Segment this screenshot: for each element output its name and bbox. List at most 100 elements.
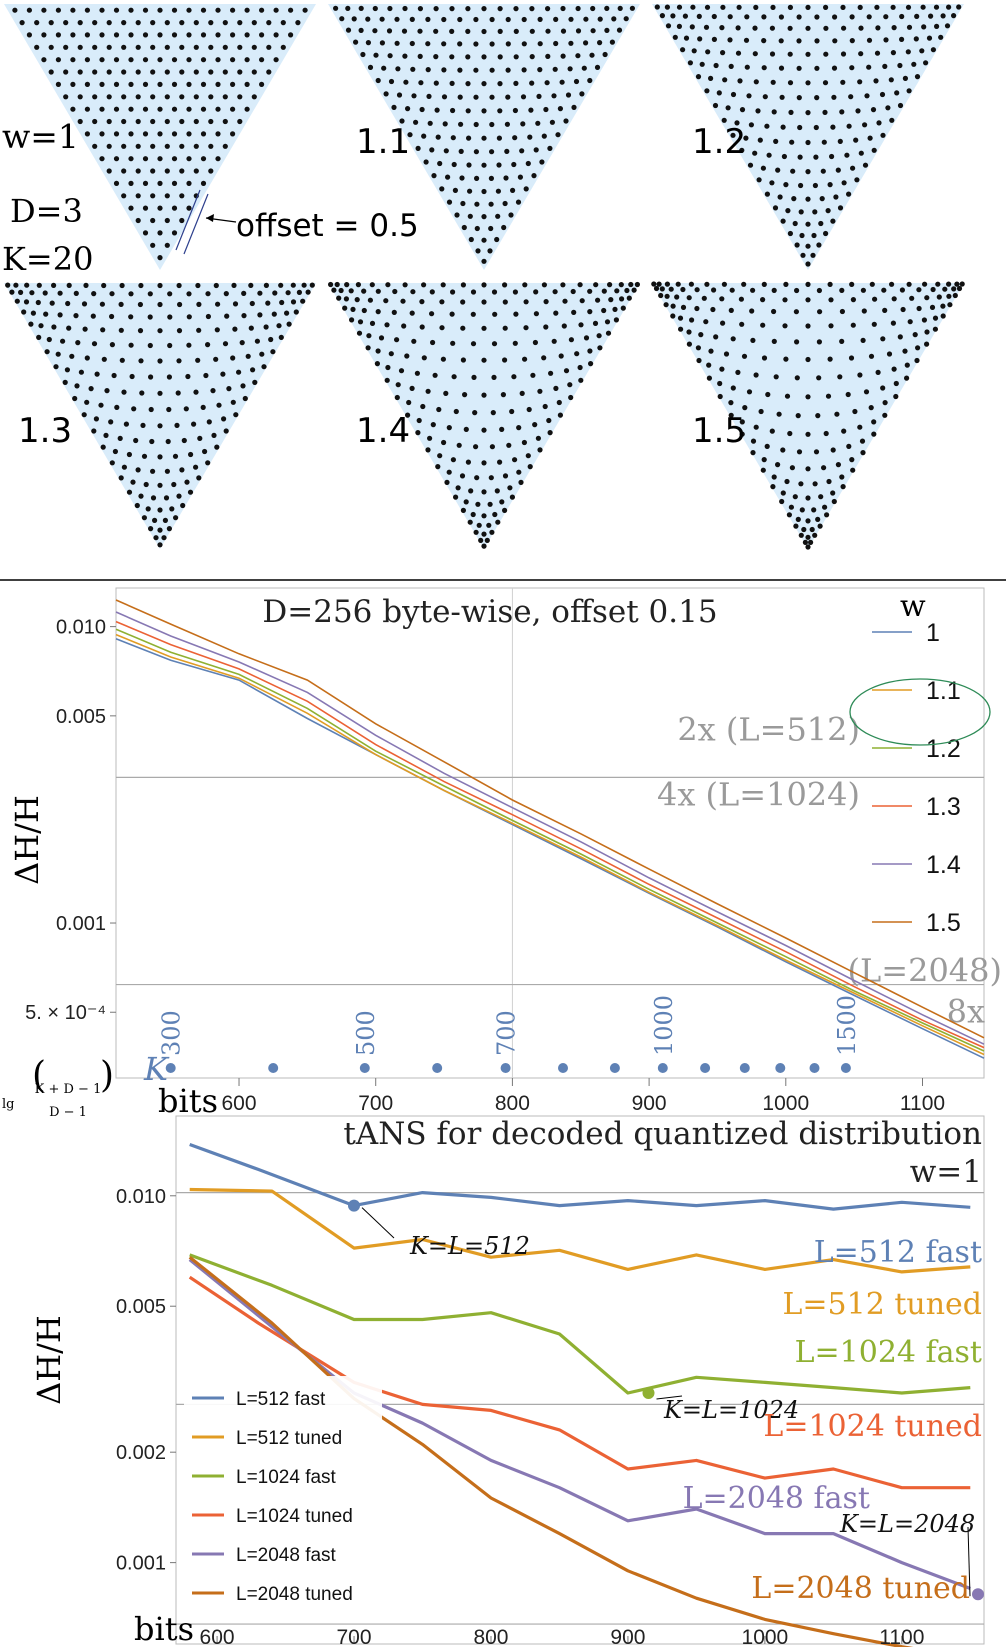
simplex-dot <box>441 67 447 73</box>
simplex-dot <box>797 124 803 131</box>
chart2-marker-point <box>348 1199 360 1212</box>
simplex-dot <box>805 466 811 472</box>
simplex-dot <box>9 289 15 295</box>
simplex-dot <box>805 323 811 329</box>
simplex-dot <box>420 403 426 410</box>
simplex-dot <box>497 28 503 34</box>
simplex-dot <box>51 282 57 288</box>
simplex-dot <box>719 366 725 372</box>
simplex-dot <box>441 94 448 100</box>
simplex-dot <box>805 110 811 116</box>
simplex-dot <box>827 356 833 362</box>
simplex-dot <box>831 94 837 100</box>
simplex-dot <box>816 375 822 381</box>
simplex-dot <box>142 57 149 63</box>
simplex-dot <box>70 7 76 13</box>
chart1-k-marker <box>268 1063 279 1073</box>
simplex-dot <box>150 217 156 224</box>
simplex-dot <box>760 297 766 303</box>
simplex-dot <box>694 305 700 312</box>
simplex-dot <box>805 544 811 550</box>
simplex-dot <box>557 106 564 112</box>
simplex-dot <box>592 320 599 326</box>
simplex-dot <box>823 4 829 10</box>
simplex-dot <box>723 351 730 357</box>
simplex-dot <box>864 93 870 99</box>
simplex-dot <box>583 40 589 46</box>
simplex-dot <box>453 408 459 415</box>
simplex-dot <box>769 428 775 434</box>
simplex-dot <box>141 453 148 459</box>
simplex-dot <box>817 523 823 529</box>
simplex-dot <box>583 335 590 341</box>
simplex-dot <box>471 374 477 380</box>
simplex-dot <box>41 32 47 38</box>
simplex-dot <box>273 7 279 13</box>
simplex-dot <box>171 106 178 112</box>
simplex-dot <box>897 62 903 69</box>
simplex-dot <box>513 28 519 34</box>
simplex-dot <box>84 106 90 112</box>
simplex-dot <box>822 109 828 115</box>
simplex-dot <box>556 399 562 406</box>
simplex-dot <box>753 79 759 85</box>
simplex-dot <box>762 94 768 100</box>
simplex-dot <box>720 4 726 10</box>
chart2-y-tick-label: 0.010 <box>116 1186 166 1208</box>
triangle-label-1.5: 1.5 <box>692 411 746 451</box>
simplex-dot <box>470 511 476 518</box>
simplex-dot <box>69 353 75 359</box>
simplex-dot <box>537 447 543 453</box>
simplex-dot <box>954 281 960 287</box>
chart2-marker-label: K=L=512 <box>409 1232 530 1260</box>
simplex-dot <box>522 356 528 362</box>
simplex-dot <box>470 341 477 347</box>
simplex-dot <box>830 218 836 224</box>
simplex-dot <box>871 419 877 425</box>
simplex-dot <box>48 20 54 26</box>
chart1-legend-label-1: 1 <box>926 619 940 647</box>
simplex-dot <box>816 287 823 294</box>
simplex-dot <box>753 4 759 10</box>
chart2-series-line-L-512-fast <box>189 1142 971 1211</box>
simplex-dot <box>135 168 141 174</box>
simplex-dot <box>523 299 529 305</box>
simplex-dot <box>861 308 867 314</box>
simplex-dot <box>413 119 419 125</box>
simplex-dot <box>846 443 852 449</box>
simplex-dot <box>696 13 702 19</box>
chart1-title: D=256 byte-wise, offset 0.15 <box>262 594 717 630</box>
simplex-dot <box>366 333 372 339</box>
simplex-dot <box>907 319 913 325</box>
simplex-dot <box>186 131 192 137</box>
simplex-dot <box>504 148 510 154</box>
simplex-dot <box>334 281 340 288</box>
simplex-dot <box>770 4 776 10</box>
simplex-dot <box>473 529 479 535</box>
simplex-dot <box>712 102 719 109</box>
simplex-dot <box>816 242 822 248</box>
simplex-dot <box>142 7 149 13</box>
simplex-dot <box>259 351 265 357</box>
simplex-dot <box>676 23 683 29</box>
simplex-dot <box>117 435 123 441</box>
simplex-dot <box>372 28 378 34</box>
simplex-dot <box>799 507 805 513</box>
simplex-dot <box>509 187 516 193</box>
simplex-dot <box>823 25 829 31</box>
simplex-dot <box>778 14 785 20</box>
simplex-dot <box>184 479 190 485</box>
simplex-dot <box>473 121 479 128</box>
simplex-dot <box>784 393 791 399</box>
simplex-dot <box>502 473 509 479</box>
simplex-dot <box>495 213 501 219</box>
simplex-dot <box>147 314 153 320</box>
simplex-dot <box>44 349 50 355</box>
simplex-dot <box>398 368 405 374</box>
simplex-dot <box>109 291 115 297</box>
simplex-dot <box>849 457 855 463</box>
simplex-dot <box>365 345 371 351</box>
simplex-dot <box>123 421 129 427</box>
simplex-dot <box>815 516 821 523</box>
simplex-dot <box>276 323 282 329</box>
